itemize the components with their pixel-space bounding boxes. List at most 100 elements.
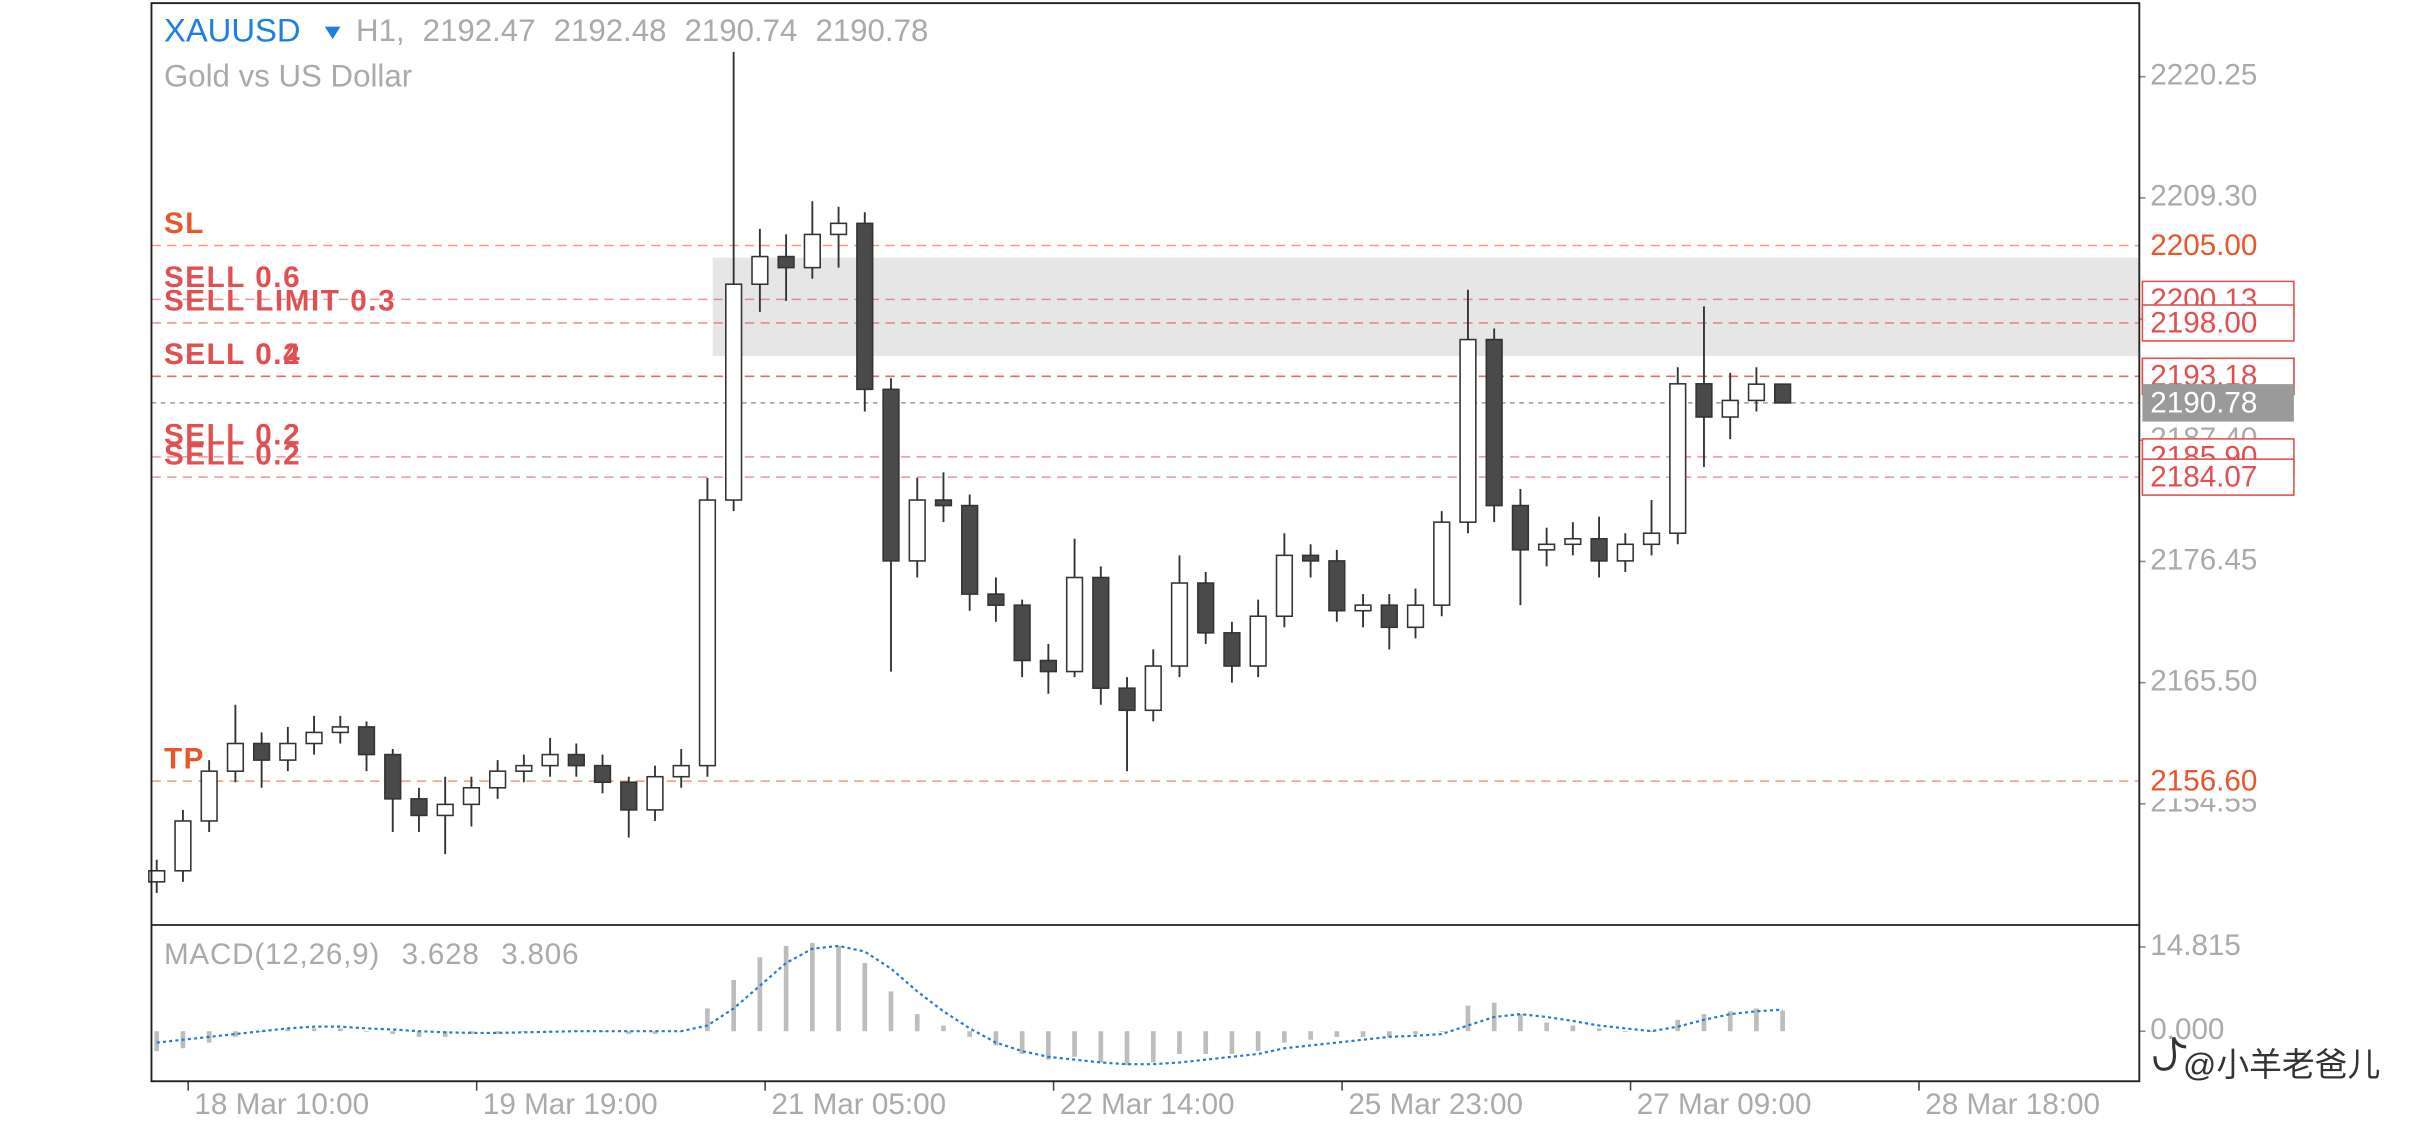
y-tick-label: 2165.50: [2150, 664, 2257, 697]
macd-bar: [941, 1025, 946, 1032]
macd-bar: [626, 1031, 632, 1035]
macd-bar: [1413, 1031, 1418, 1035]
macd-bar: [705, 1008, 710, 1032]
macd-bar: [1622, 1031, 1628, 1032]
candle-body: [777, 255, 795, 269]
macd-bar: [442, 1031, 448, 1037]
candle-body: [200, 770, 218, 822]
order-name: SELL 0.2: [164, 338, 301, 371]
candle-body: [488, 770, 507, 789]
symbol[interactable]: XAUUSD: [164, 11, 301, 48]
macd-bar: [888, 991, 894, 1032]
macd-bar: [1334, 1031, 1340, 1037]
candle-body: [1197, 582, 1215, 634]
subtitle: Gold vs US Dollar: [164, 58, 412, 93]
macd-bar: [862, 962, 868, 1032]
x-tick-label: 25 Mar 23:00: [1348, 1088, 1523, 1121]
price-label: 2184.07: [2150, 461, 2257, 494]
candle-body: [1170, 582, 1189, 667]
candle-body: [593, 764, 612, 784]
signal-line: [156, 944, 1783, 1066]
candle-body: [987, 593, 1005, 606]
macd-bar: [390, 1031, 396, 1035]
candle-body: [410, 798, 428, 817]
candle-body: [1275, 554, 1294, 618]
macd-bar: [783, 945, 789, 1032]
macd-bar: [1150, 1031, 1156, 1063]
price-label-bg: [2142, 228, 2294, 263]
macd-bar: [154, 1031, 160, 1052]
macd-bar: [967, 1031, 973, 1037]
symbol-dropdown[interactable]: [324, 26, 341, 40]
candle-body: [908, 499, 926, 562]
candle-body: [567, 753, 585, 767]
y-tick-label: 2209.30: [2150, 180, 2257, 213]
timeframe: H1,: [356, 13, 405, 48]
candle-body: [1511, 504, 1530, 551]
candle-body: [882, 388, 900, 562]
candle-body: [252, 742, 271, 761]
macd-bar: [836, 945, 841, 1032]
x-tick-label: 18 Mar 10:00: [194, 1088, 369, 1121]
candle-body: [1774, 383, 1792, 404]
candle-body: [934, 499, 953, 507]
macd-bar: [993, 1031, 999, 1046]
macd-bar: [416, 1031, 422, 1037]
candle-body: [226, 742, 245, 772]
macd-bar: [364, 1031, 369, 1032]
candle-body: [1328, 560, 1346, 612]
price-label: 2156.60: [2150, 765, 2257, 798]
order-name: SELL LIMIT 0.3: [164, 284, 396, 317]
x-tick-label: 22 Mar 14:00: [1060, 1088, 1235, 1121]
macd-bar: [914, 1014, 920, 1032]
candle-body: [1354, 604, 1372, 612]
macd-bar: [1255, 1031, 1261, 1052]
last-open: 2192.47: [423, 13, 536, 48]
macd-bar: [521, 1031, 527, 1032]
candle-body: [961, 504, 979, 595]
y-tick-label: 0.000: [2150, 1013, 2224, 1046]
candle-body: [1747, 383, 1766, 402]
macd-bar: [1649, 1031, 1654, 1032]
candle-body: [698, 499, 717, 767]
candle-body: [1721, 399, 1739, 418]
macd-bar: [1046, 1031, 1051, 1060]
candle-body: [1537, 543, 1556, 551]
macd-bar: [1229, 1031, 1235, 1054]
watermark: @小羊老爸儿: [2183, 1046, 2380, 1083]
macd-bar: [1675, 1019, 1681, 1032]
macd-bar: [469, 1031, 474, 1035]
macd-bar: [652, 1031, 658, 1035]
candle-body: [1039, 659, 1058, 673]
y-tick-label: 2176.45: [2150, 543, 2257, 576]
macd-bar: [1098, 1031, 1104, 1063]
macd-bar: [1124, 1031, 1130, 1066]
signal-value: 3.806: [501, 938, 579, 971]
macd-bar: [1360, 1031, 1366, 1037]
macd-value: 3.628: [402, 938, 480, 971]
candle-body: [1249, 615, 1267, 667]
x-tick-label: 28 Mar 18:00: [1925, 1088, 2100, 1121]
macd-bar: [259, 1031, 264, 1032]
price-label-box: [2141, 458, 2295, 496]
candle-body: [1406, 604, 1425, 629]
macd-bar: [1019, 1031, 1025, 1054]
price-label-box: [2141, 304, 2295, 342]
macd-bar: [1570, 1025, 1576, 1032]
candle-body: [1433, 521, 1451, 606]
candle-body: [646, 775, 664, 811]
zone: [712, 257, 2140, 357]
macd-bar: [1518, 1014, 1523, 1032]
macd-bar: [1727, 1011, 1733, 1032]
y-tick-label: 2220.25: [2150, 59, 2257, 92]
macd-bar: [1465, 1005, 1471, 1032]
macd-bar: [1780, 1010, 1785, 1032]
candle-body: [1144, 665, 1162, 712]
candle-body: [829, 222, 848, 236]
candle-body: [1695, 383, 1713, 418]
candle-body: [357, 726, 376, 756]
x-tick-label: 27 Mar 09:00: [1637, 1088, 1812, 1121]
candle-body: [1118, 687, 1136, 712]
